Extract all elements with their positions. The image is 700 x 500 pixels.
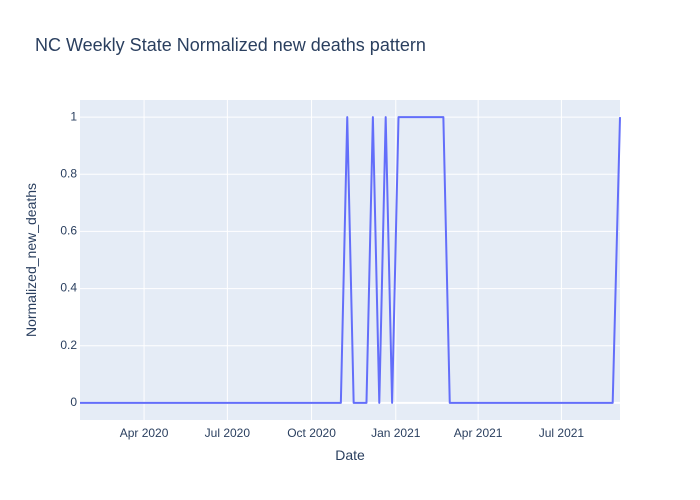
grid-lines (80, 100, 620, 420)
y-tick-label: 0.4 (60, 281, 77, 295)
chart-title: NC Weekly State Normalized new deaths pa… (35, 35, 426, 55)
y-axis-ticks: 0 0.2 0.4 0.6 0.8 1 (60, 109, 77, 409)
x-axis-ticks: Apr 2020 Jul 2020 Oct 2020 Jan 2021 Apr 2021… (120, 426, 585, 440)
y-axis-title: Normalized_new_deaths (23, 183, 39, 337)
x-tick-label: Jul 2021 (539, 426, 585, 440)
x-tick-label: Oct 2020 (287, 426, 336, 440)
x-axis-title: Date (335, 447, 365, 463)
series-group (80, 116, 621, 404)
y-tick-label: 0.8 (60, 166, 77, 180)
y-tick-label: 0.6 (60, 224, 77, 238)
x-tick-label: Jan 2021 (371, 426, 421, 440)
y-tick-label: 1 (70, 109, 77, 123)
x-tick-label: Jul 2020 (205, 426, 251, 440)
series-line (80, 116, 621, 404)
x-tick-label: Apr 2021 (454, 426, 503, 440)
x-tick-label: Apr 2020 (120, 426, 169, 440)
y-tick-label: 0.2 (60, 338, 77, 352)
y-tick-label: 0 (70, 395, 77, 409)
